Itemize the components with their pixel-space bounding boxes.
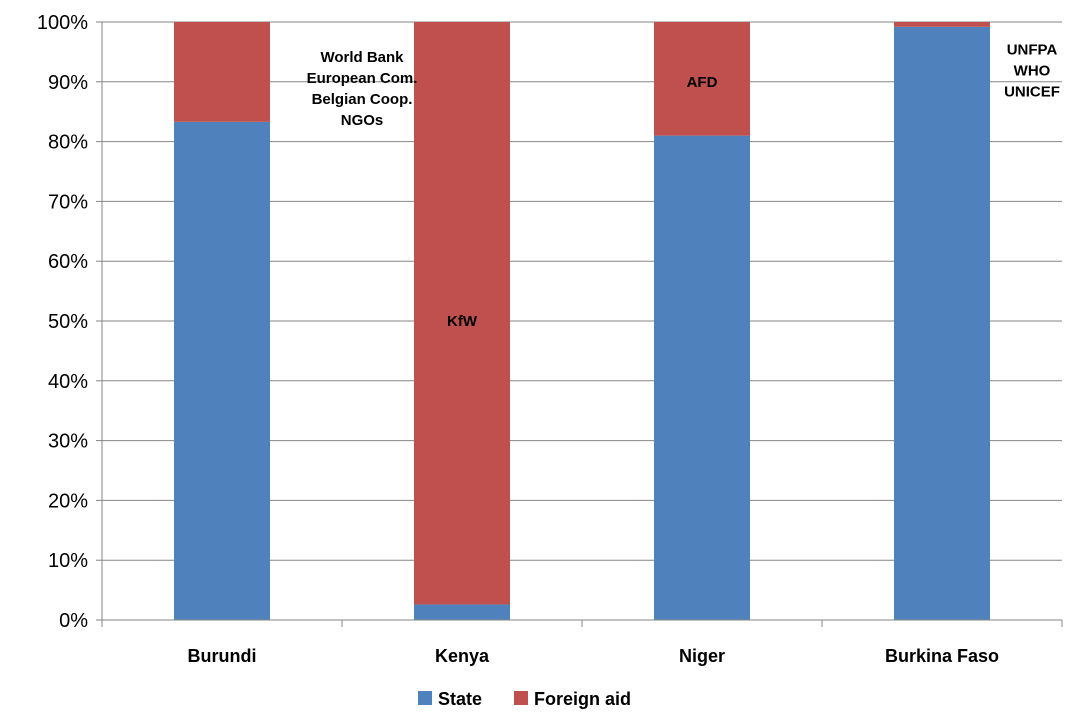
annotation-label: AFD (687, 74, 718, 91)
bar-segment (414, 604, 510, 620)
y-tick-label: 0% (59, 610, 88, 632)
bar-segment (894, 22, 990, 27)
bar-segment (654, 22, 750, 136)
y-tick-label: 100% (37, 12, 88, 34)
bar-segment (174, 121, 270, 620)
x-category-label: Burkina Faso (885, 646, 999, 666)
x-category-label: Kenya (435, 646, 490, 666)
legend-swatch (514, 691, 528, 705)
legend-label: Foreign aid (534, 689, 631, 709)
annotation-label: UNICEF (1004, 83, 1060, 100)
legend: State Foreign aid (418, 689, 631, 709)
legend-swatch (418, 691, 432, 705)
legend-label: State (438, 689, 482, 709)
y-tick-label: 40% (48, 371, 88, 393)
y-tick-label: 50% (48, 311, 88, 333)
y-tick-label: 80% (48, 132, 88, 154)
annotation-label: European Com. (307, 70, 418, 87)
y-tick-label: 90% (48, 72, 88, 94)
y-tick-label: 10% (48, 550, 88, 572)
x-category-label: Niger (679, 646, 725, 666)
y-tick-label: 60% (48, 251, 88, 273)
x-category-label: Burundi (188, 646, 257, 666)
annotations: World Bank European Com. Belgian Coop. NGOs… (307, 41, 1060, 330)
annotation-label: WHO (1014, 62, 1051, 79)
annotation-label: UNFPA (1007, 41, 1058, 58)
bar-segment (894, 26, 990, 621)
y-tick-label: 70% (48, 191, 88, 213)
bar-segment (654, 135, 750, 620)
annotation-label: Belgian Coop. (312, 91, 413, 108)
annotation-label: KfW (447, 313, 478, 330)
bar-segment (174, 22, 270, 122)
bars (174, 22, 990, 621)
y-tick-label: 20% (48, 490, 88, 512)
y-tick-label: 30% (48, 431, 88, 453)
axes: 0% 10% 20% 30% 40% 50% 60% 70% 80% 90% 100% Burundi… (37, 12, 1063, 666)
bar-segment (414, 22, 510, 605)
annotation-label: NGOs (341, 112, 384, 129)
annotation-label: World Bank (320, 49, 404, 66)
